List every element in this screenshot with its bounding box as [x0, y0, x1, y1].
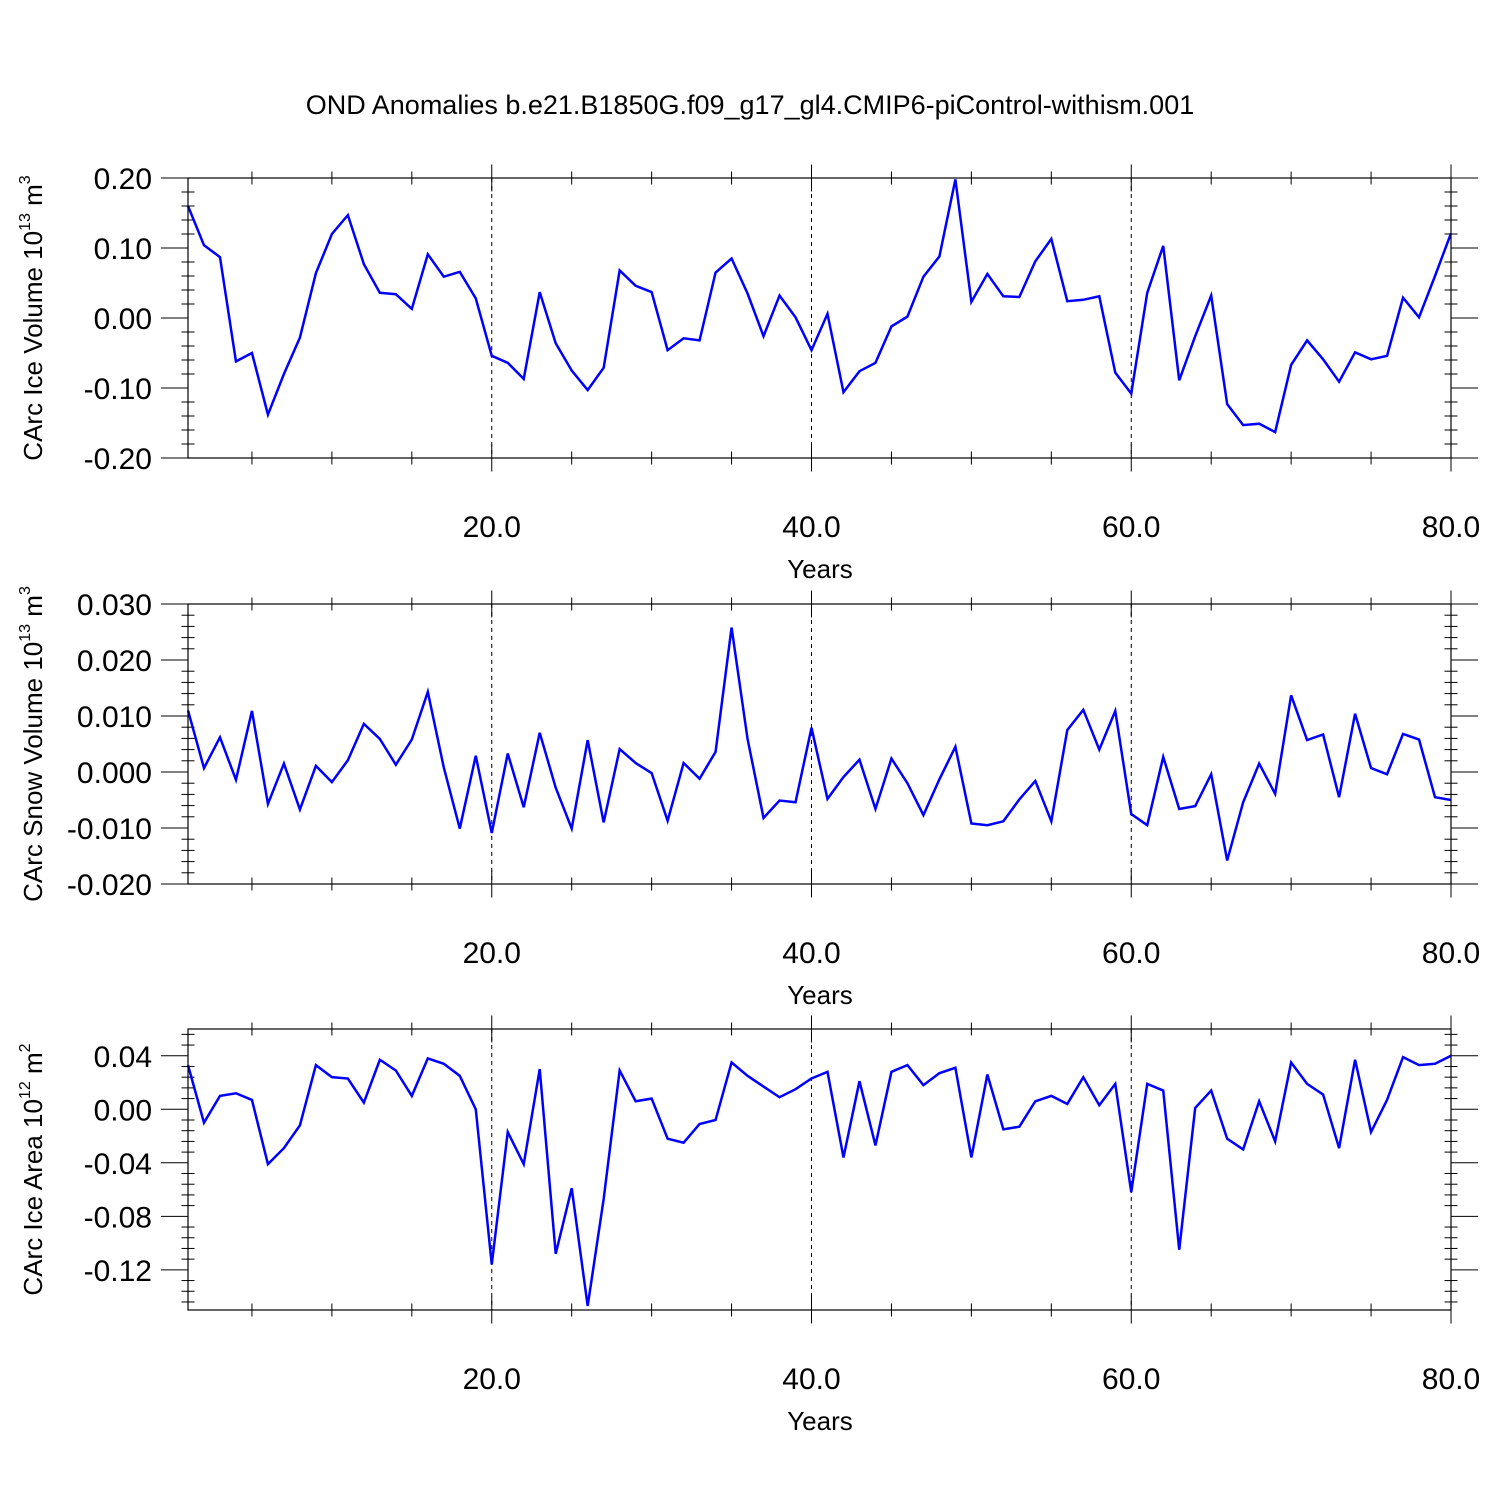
y-tick-label: 0.04: [94, 1041, 152, 1074]
x-tick-label: 40.0: [782, 511, 840, 544]
series-line: [186, 179, 1453, 434]
y-tick-label: -0.12: [84, 1255, 152, 1288]
x-tick-label: 20.0: [463, 511, 521, 544]
chart-title: OND Anomalies b.e21.B1850G.f09_g17_gl4.C…: [306, 90, 1194, 120]
y-tick-label: 0.10: [94, 233, 152, 266]
y-axis-label: CArc Ice Volume 1013 m3: [17, 175, 48, 460]
x-tick-label: 80.0: [1422, 511, 1480, 544]
y-axis-label-unit: m: [18, 595, 48, 624]
y-axis-label-unit-exponent: 3: [17, 586, 34, 595]
panel-1: -0.20 -0.10 0.00 0.10 0.20 20.0 40.0 60.0 80.0 Ye…: [17, 163, 1480, 584]
y-tick-label: -0.08: [84, 1201, 152, 1234]
y-tick-label: 0.010: [77, 701, 152, 734]
y-tick-label: 0.20: [94, 163, 152, 196]
y-axis-label-unit: m: [18, 184, 48, 213]
y-tick-label: -0.010: [67, 813, 152, 846]
plot-frame: [187, 603, 1452, 885]
plot-frame: [187, 177, 1452, 459]
series-line: [186, 627, 1452, 861]
x-tick-label: 60.0: [1102, 511, 1160, 544]
x-tick-label: 40.0: [782, 937, 840, 970]
y-tick-label: 0.00: [94, 1094, 152, 1127]
x-tick-label: 60.0: [1102, 937, 1160, 970]
y-axis-label: CArc Snow Volume 1013 m3: [17, 586, 48, 902]
panel-2: -0.020 -0.010 0.000 0.010 0.020 0.030 20.0 40.0…: [17, 586, 1480, 1010]
y-axis-label: CArc Ice Area 1012 m2: [17, 1043, 48, 1295]
y-tick-label: 0.030: [77, 589, 152, 622]
y-axis-label-unit-exponent: 3: [17, 175, 34, 184]
x-axis-label: Years: [787, 554, 853, 584]
y-tick-label: -0.04: [84, 1148, 152, 1181]
x-tick-label: 40.0: [782, 1363, 840, 1396]
x-tick-label: 80.0: [1422, 937, 1480, 970]
y-tick-label: -0.20: [84, 443, 152, 476]
y-axis-label-exponent: 12: [17, 1081, 34, 1099]
y-tick-label: 0.000: [77, 757, 152, 790]
plot-frame: [187, 1028, 1452, 1311]
y-axis-label-unit: m: [18, 1052, 48, 1081]
x-tick-label: 20.0: [463, 937, 521, 970]
x-axis-label: Years: [787, 980, 853, 1010]
y-tick-label: -0.020: [67, 869, 152, 902]
y-axis-label-base: CArc Ice Volume 10: [18, 231, 48, 461]
series-line: [186, 1054, 1452, 1307]
y-axis-label-base: CArc Ice Area 10: [18, 1099, 48, 1296]
panel-3: -0.12 -0.08 -0.04 0.00 0.04 20.0 40.0 60.0 80.0 Y…: [17, 1015, 1480, 1436]
x-tick-label: 20.0: [463, 1363, 521, 1396]
y-tick-label: -0.10: [84, 373, 152, 406]
x-tick-label: 60.0: [1102, 1363, 1160, 1396]
y-tick-label: 0.020: [77, 645, 152, 678]
x-axis-label: Years: [787, 1406, 853, 1436]
y-axis-label-exponent: 13: [17, 213, 34, 231]
x-tick-label: 80.0: [1422, 1363, 1480, 1396]
y-axis-label-base: CArc Snow Volume 10: [18, 642, 48, 902]
y-axis-label-exponent: 13: [17, 624, 34, 642]
y-axis-label-unit-exponent: 2: [17, 1043, 34, 1052]
y-tick-label: 0.00: [94, 303, 152, 336]
